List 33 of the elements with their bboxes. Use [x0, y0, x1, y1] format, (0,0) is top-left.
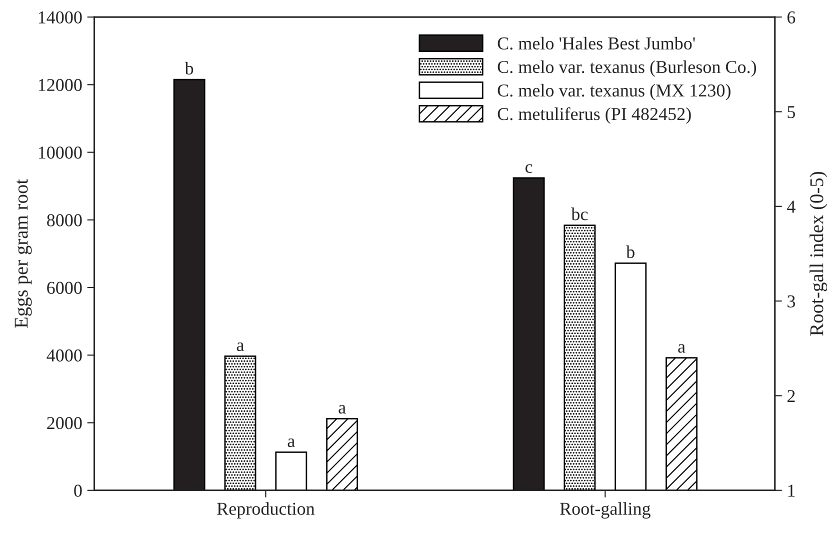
legend-label: C. melo var. texanus (MX 1230) — [498, 84, 730, 100]
y-tick-label: 8000 — [47, 214, 82, 226]
y-tick-label: 4000 — [46, 349, 82, 362]
y-axis-title: Eggs per gram root — [14, 179, 32, 328]
data-label: a — [288, 438, 295, 448]
legend-label: C. metuliferus (PI 482452) — [498, 107, 691, 124]
data-label: a — [236, 342, 244, 352]
y2-tick-label: 1 — [788, 484, 795, 497]
data-label: b — [626, 245, 634, 258]
y-tick-label: 0 — [74, 484, 82, 497]
y-tick-label: 14000 — [38, 11, 82, 24]
legend-label: C. melo var. texanus (Burleson Co.) — [498, 60, 756, 77]
y2-tick-label: 2 — [787, 390, 795, 402]
y-tick-label: 2000 — [47, 417, 82, 430]
y2-tick-label: 5 — [788, 106, 796, 118]
y-tick-label: 6000 — [47, 282, 82, 294]
data-label: a — [338, 404, 346, 414]
legend-label: C. melo 'Hales Best Jumbo' — [498, 36, 695, 50]
y2-tick-label: 6 — [787, 11, 796, 24]
y2-tick-label: 4 — [787, 200, 796, 213]
data-label: a — [678, 344, 686, 353]
data-label: b — [184, 62, 194, 75]
y-tick-label: 10000 — [38, 146, 82, 159]
y-tick-label: 12000 — [38, 78, 82, 92]
bar — [275, 451, 308, 490]
y2-axis-title: Root-gall index (0-5) — [810, 172, 827, 336]
x-tick-label: Reproduction — [217, 502, 315, 519]
bar — [224, 355, 256, 490]
bar — [326, 418, 358, 490]
x-tick-label: Root-galling — [560, 502, 650, 519]
y2-tick-label: 3 — [788, 295, 796, 308]
data-label: c — [525, 164, 532, 173]
data-label: bc — [571, 208, 588, 220]
